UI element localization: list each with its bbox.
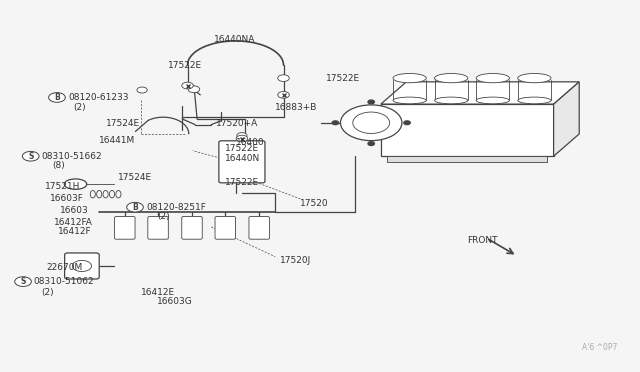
Text: 16440NA: 16440NA: [214, 35, 256, 44]
Text: 08120-61233: 08120-61233: [68, 93, 129, 102]
Circle shape: [72, 260, 92, 272]
Text: FRONT: FRONT: [467, 236, 498, 245]
Circle shape: [353, 112, 390, 134]
Circle shape: [368, 100, 374, 104]
Text: 16441M: 16441M: [99, 136, 136, 145]
FancyBboxPatch shape: [182, 217, 202, 239]
Ellipse shape: [476, 97, 509, 104]
Text: 17522E: 17522E: [225, 178, 259, 187]
Text: (2): (2): [74, 103, 86, 112]
Text: 16412E: 16412E: [141, 288, 175, 296]
Ellipse shape: [518, 97, 551, 104]
Circle shape: [137, 87, 147, 93]
Text: (2): (2): [42, 288, 54, 296]
Text: 17520+A: 17520+A: [216, 119, 259, 128]
FancyBboxPatch shape: [115, 217, 135, 239]
Polygon shape: [387, 156, 547, 162]
Text: 17522E: 17522E: [326, 74, 360, 83]
Circle shape: [49, 93, 65, 102]
Polygon shape: [381, 82, 579, 104]
Text: 16883+B: 16883+B: [275, 103, 317, 112]
Text: 08120-8251F: 08120-8251F: [146, 203, 206, 212]
Text: 08310-51662: 08310-51662: [42, 152, 102, 161]
FancyBboxPatch shape: [65, 253, 99, 279]
Text: 16603F: 16603F: [50, 194, 84, 203]
Text: 17524E: 17524E: [106, 119, 140, 128]
Circle shape: [368, 142, 374, 145]
Circle shape: [340, 105, 402, 141]
Circle shape: [404, 121, 410, 125]
Text: 08310-51062: 08310-51062: [33, 277, 94, 286]
Text: 16400: 16400: [236, 138, 264, 147]
Text: S: S: [28, 152, 33, 161]
Text: (2): (2): [157, 212, 170, 221]
FancyBboxPatch shape: [148, 217, 168, 239]
Text: 16412F: 16412F: [58, 227, 92, 236]
Circle shape: [22, 151, 39, 161]
Text: S: S: [20, 277, 26, 286]
Circle shape: [278, 92, 289, 98]
Ellipse shape: [435, 74, 468, 83]
Text: 22670M: 22670M: [47, 263, 83, 272]
Text: (8): (8): [52, 161, 65, 170]
FancyBboxPatch shape: [215, 217, 236, 239]
Circle shape: [237, 133, 247, 139]
Polygon shape: [554, 82, 579, 156]
Ellipse shape: [476, 74, 509, 83]
Circle shape: [332, 121, 339, 125]
Text: 16603: 16603: [60, 206, 88, 215]
Text: 17524E: 17524E: [118, 173, 152, 182]
Text: 17520J: 17520J: [280, 256, 312, 265]
Text: 16603G: 16603G: [157, 297, 193, 306]
Circle shape: [15, 277, 31, 286]
Polygon shape: [381, 104, 554, 156]
Text: 17521H: 17521H: [45, 182, 80, 191]
Circle shape: [182, 82, 193, 89]
Text: 16412FA: 16412FA: [54, 218, 93, 227]
Text: 17520: 17520: [300, 199, 328, 208]
Circle shape: [188, 86, 200, 93]
Ellipse shape: [393, 74, 426, 83]
FancyBboxPatch shape: [219, 141, 265, 183]
Ellipse shape: [64, 179, 87, 189]
Text: 17522E: 17522E: [168, 61, 202, 70]
Text: B: B: [54, 93, 60, 102]
Text: A'6 ^0P7: A'6 ^0P7: [582, 343, 618, 352]
Ellipse shape: [435, 97, 468, 104]
Circle shape: [236, 135, 248, 142]
Ellipse shape: [393, 97, 426, 104]
FancyBboxPatch shape: [249, 217, 269, 239]
Text: 17522E: 17522E: [225, 144, 259, 153]
Ellipse shape: [518, 74, 551, 83]
Text: B: B: [132, 203, 138, 212]
Circle shape: [278, 75, 289, 81]
Circle shape: [127, 202, 143, 212]
Text: 16440N: 16440N: [225, 154, 260, 163]
